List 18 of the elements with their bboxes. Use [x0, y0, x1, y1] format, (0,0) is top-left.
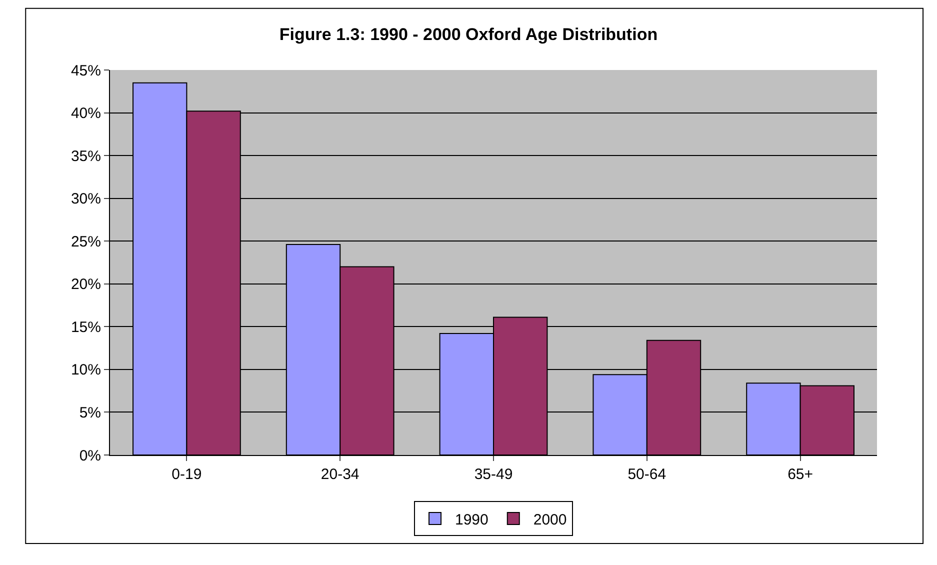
x-tick-label: 35-49 — [474, 466, 513, 483]
x-tick-label: 65+ — [788, 466, 814, 483]
y-tick-label: 35% — [70, 148, 101, 165]
y-tick-label: 0% — [79, 447, 101, 464]
chart-title: Figure 1.3: 1990 - 2000 Oxford Age Distribution — [279, 25, 658, 44]
y-tick-label: 25% — [70, 233, 101, 250]
x-tick-label: 20-34 — [320, 466, 360, 483]
y-tick-label: 5% — [79, 404, 101, 422]
y-tick-label: 45% — [70, 62, 101, 80]
x-tick-label: 50-64 — [628, 466, 666, 483]
legend-label: 2000 — [533, 511, 567, 528]
x-tick-label: 0-19 — [172, 466, 202, 483]
y-tick-label: 30% — [70, 190, 101, 208]
legend-label: 1990 — [455, 511, 488, 528]
y-tick-label: 10% — [70, 362, 101, 379]
y-tick-label: 20% — [70, 276, 101, 294]
y-tick-label: 40% — [70, 105, 101, 122]
y-tick-label: 15% — [70, 318, 101, 336]
